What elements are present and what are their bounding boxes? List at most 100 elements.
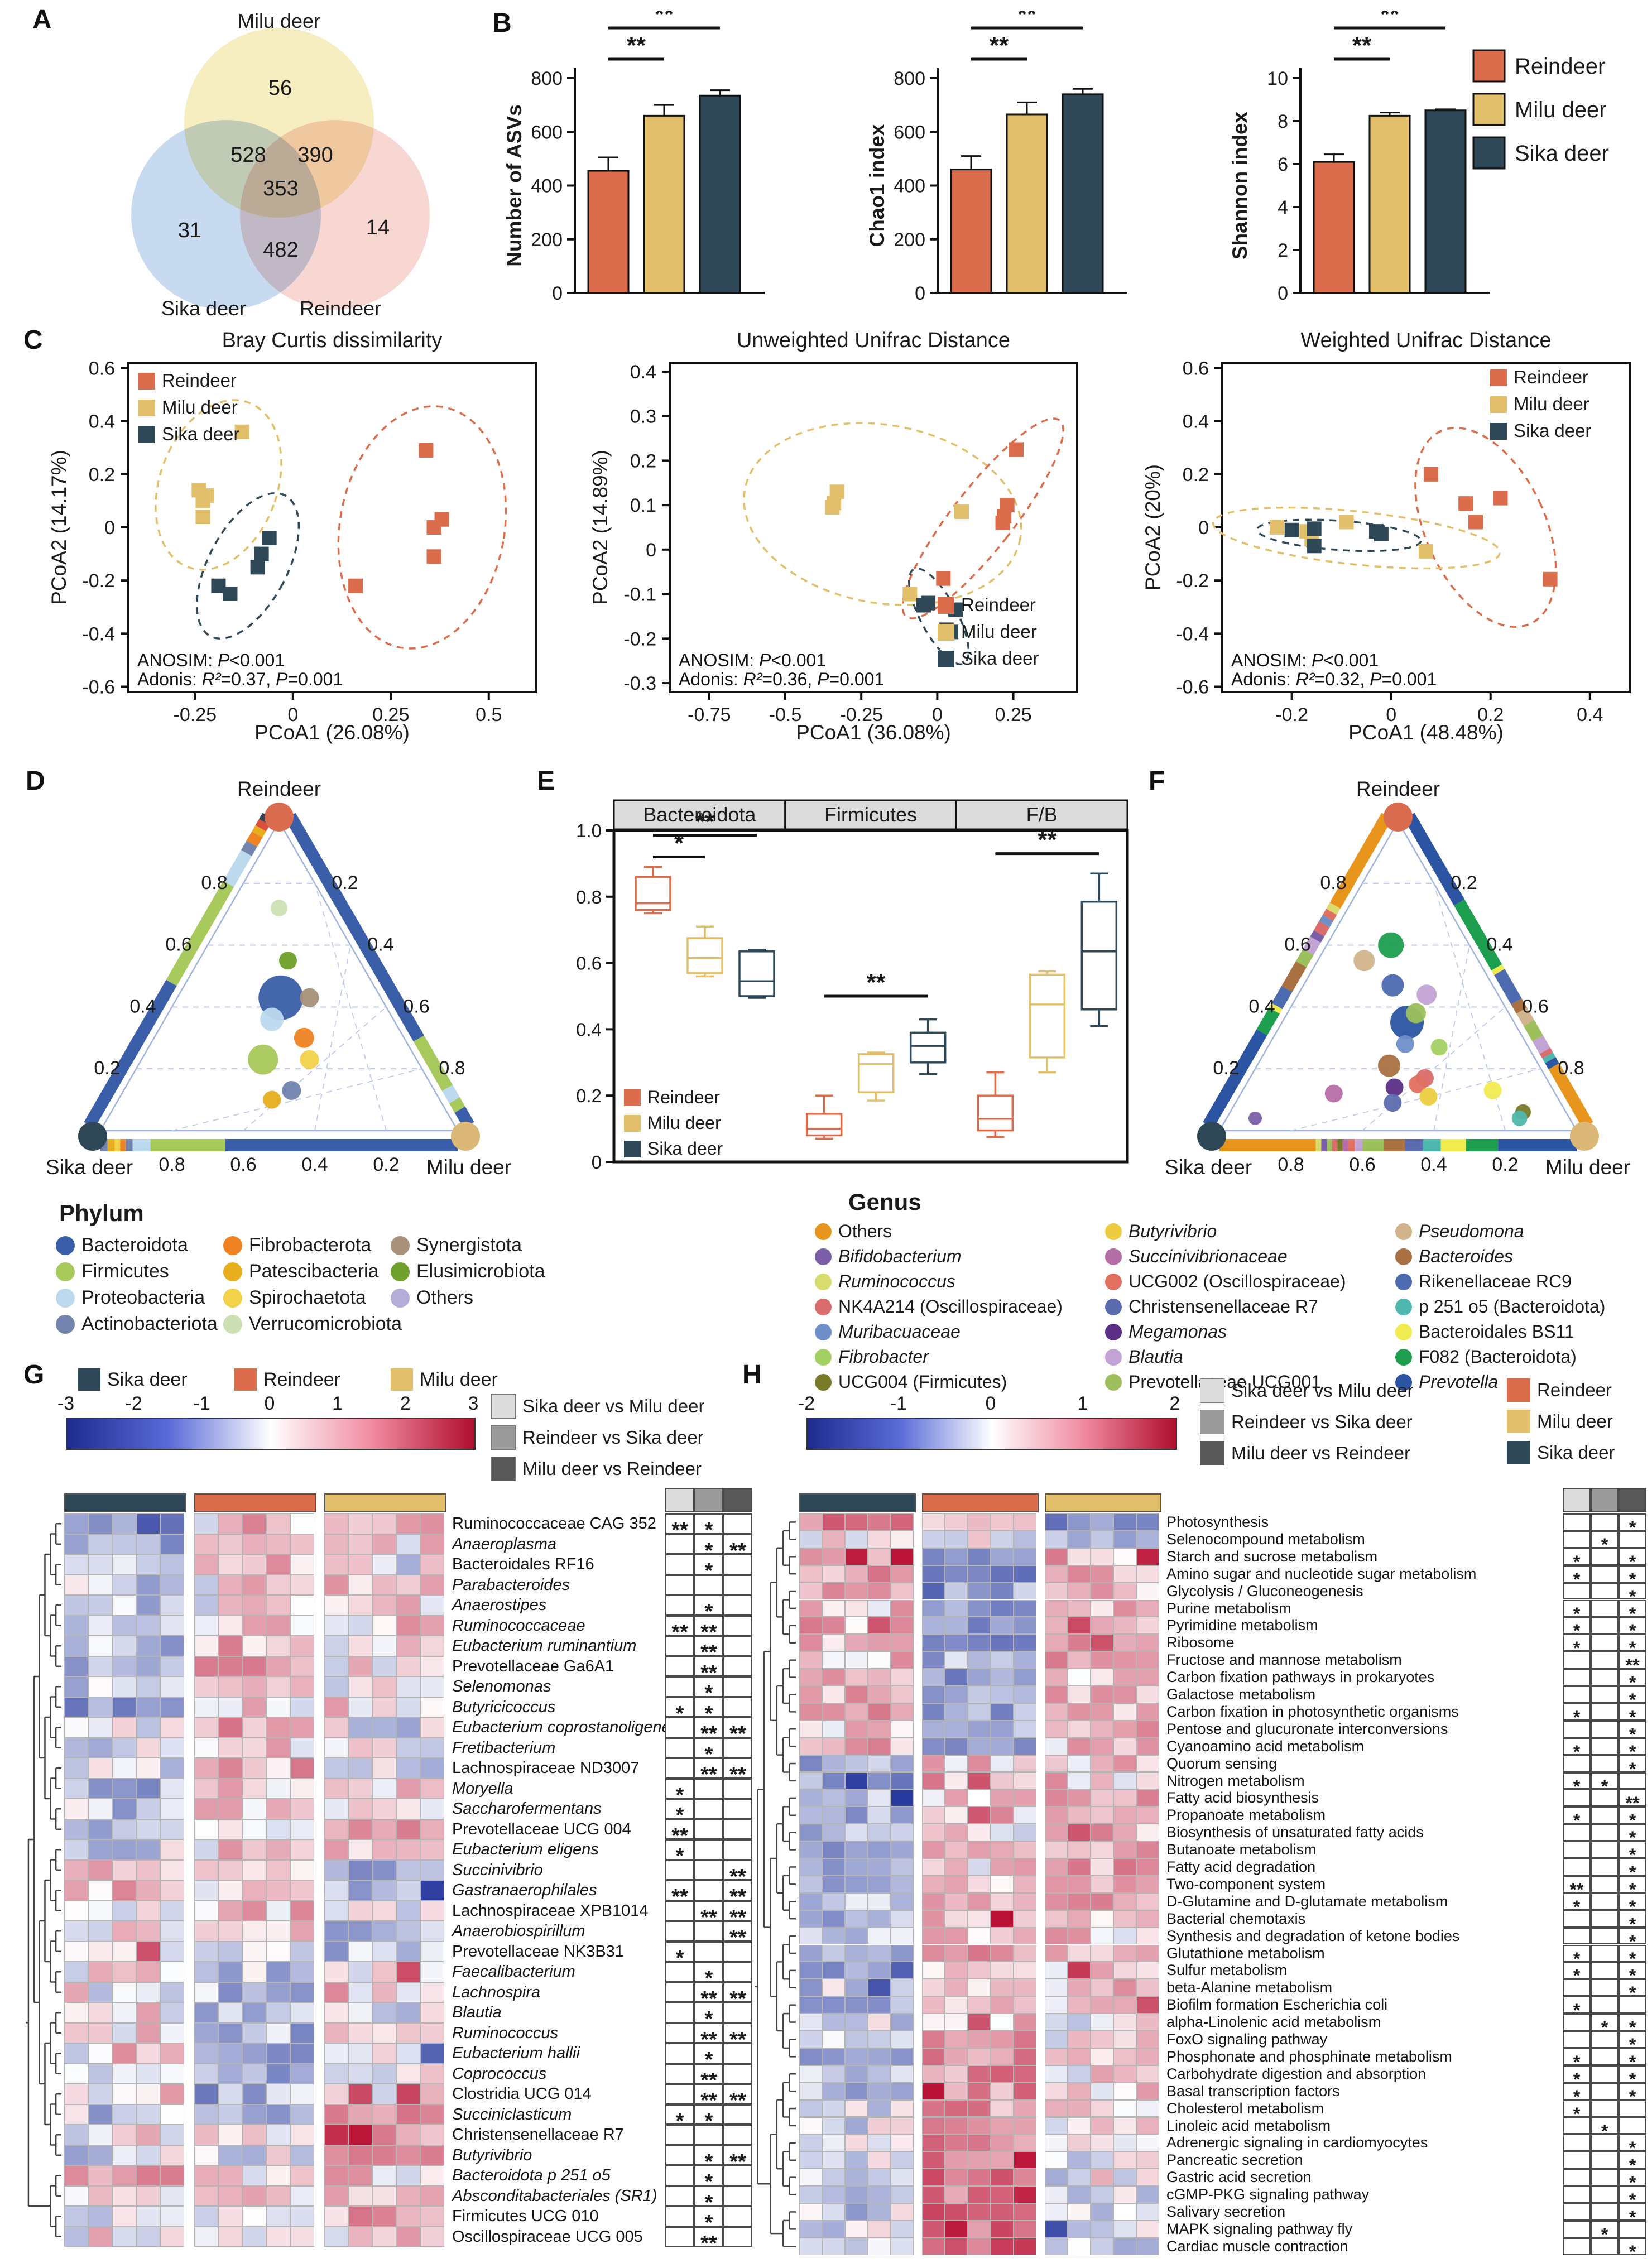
heatmap-cell bbox=[64, 2185, 88, 2206]
phylum-legend-item: Others bbox=[391, 1287, 473, 1309]
heatmap-cell bbox=[945, 1927, 968, 1945]
heatmap-cell bbox=[1068, 2099, 1091, 2117]
tick-left: 0.6 bbox=[1284, 934, 1310, 955]
y-axis-label: PCoA2 (14.17%) bbox=[47, 450, 70, 605]
sig-cell bbox=[723, 2226, 752, 2247]
heatmap-cell bbox=[218, 1900, 242, 1921]
sample-point-sika bbox=[1284, 522, 1299, 537]
heatmap-cell bbox=[88, 1758, 112, 1779]
sig-cell: * bbox=[694, 1513, 723, 1534]
sig-cell: ** bbox=[723, 1880, 752, 1901]
heatmap-cell bbox=[64, 1839, 88, 1860]
heatmap-cell bbox=[868, 2065, 891, 2083]
sig-cell bbox=[723, 1962, 752, 1982]
sig-cell bbox=[665, 2145, 694, 2165]
heatmap-cell bbox=[290, 1717, 314, 1738]
heatmap-cell bbox=[799, 1513, 822, 1531]
sig-cell bbox=[1563, 1686, 1591, 1703]
sig-cell bbox=[1591, 2169, 1619, 2187]
heatmap-cell bbox=[194, 1554, 218, 1575]
heatmap-cell bbox=[845, 2099, 868, 2117]
heatmap-cell bbox=[160, 1778, 184, 1799]
heatmap-cell bbox=[420, 1900, 444, 1921]
heatmap-cell bbox=[991, 1651, 1014, 1669]
heatmap-cell bbox=[991, 1617, 1014, 1635]
group-swatch bbox=[1507, 1378, 1530, 1402]
heatmap-cell bbox=[88, 1595, 112, 1616]
heatmap-cell bbox=[194, 1697, 218, 1717]
heatmap-cell bbox=[1136, 1962, 1159, 1979]
sig-cell: * bbox=[1563, 1565, 1591, 1583]
heatmap-cell bbox=[194, 1859, 218, 1880]
heatmap-cell bbox=[266, 1778, 290, 1799]
heatmap-cell bbox=[868, 2048, 891, 2065]
bar-milu bbox=[1368, 114, 1411, 294]
heatmap-cell bbox=[396, 2084, 420, 2104]
sig-stars: ** bbox=[1352, 32, 1372, 59]
heatmap-cell bbox=[88, 1636, 112, 1656]
heatmap-cell bbox=[991, 2220, 1014, 2238]
heatmap-cell bbox=[1045, 2048, 1068, 2065]
heatmap-cell bbox=[372, 1513, 396, 1534]
heatmap-cell bbox=[242, 1574, 266, 1595]
genus-name: Fibrobacter bbox=[838, 1347, 929, 1367]
heatmap-cell bbox=[64, 2226, 88, 2247]
row-label: Photosynthesis bbox=[1166, 1513, 1269, 1530]
heatmap-cell bbox=[868, 1875, 891, 1893]
heatmap-cell bbox=[822, 1772, 845, 1790]
heatmap-cell bbox=[1068, 1737, 1091, 1755]
heatmap-cell bbox=[88, 1859, 112, 1880]
heatmap-cell bbox=[1068, 1582, 1091, 1600]
heatmap-cell bbox=[822, 2134, 845, 2152]
heatmap-cell bbox=[160, 1859, 184, 1880]
group-label: Sika deer bbox=[1537, 1442, 1615, 1463]
heatmap-cell bbox=[1091, 2048, 1113, 2065]
heatmap-cell bbox=[845, 1927, 868, 1945]
column-group-strip-sika bbox=[64, 1493, 186, 1512]
sig-cell: * bbox=[1563, 1962, 1591, 1979]
heatmap-cell bbox=[799, 2065, 822, 2083]
heatmap-cell bbox=[891, 1703, 914, 1721]
heatmap-cell bbox=[945, 1720, 968, 1738]
row-label: Ruminococcaceae CAG 352 bbox=[452, 1515, 656, 1532]
heatmap-cell bbox=[1113, 2065, 1136, 2083]
heatmap-cell bbox=[922, 1824, 945, 1842]
heatmap-cell bbox=[420, 1880, 444, 1901]
sig-cell: ** bbox=[694, 2063, 723, 2084]
row-label: beta-Alanine metabolism bbox=[1166, 1979, 1333, 1996]
sample-point-milu bbox=[1339, 515, 1354, 530]
heatmap-cell bbox=[868, 2220, 891, 2238]
phylum-color-dot bbox=[223, 1314, 242, 1334]
heatmap-cell bbox=[1136, 1599, 1159, 1617]
edge-bar-segment bbox=[84, 979, 177, 1128]
heatmap-cell bbox=[290, 1656, 314, 1676]
sig-cell bbox=[694, 1880, 723, 1901]
bar-milu bbox=[1006, 113, 1048, 294]
heatmap-cell bbox=[945, 1634, 968, 1652]
sig-cell: * bbox=[694, 1595, 723, 1616]
heatmap-cell bbox=[799, 1944, 822, 1962]
box-milu bbox=[686, 937, 723, 974]
y-tick: 0 bbox=[646, 540, 656, 561]
sig-cell bbox=[1563, 1927, 1591, 1945]
sig-cell: * bbox=[665, 1839, 694, 1860]
row-label: Carbon fixation pathways in prokaryotes bbox=[1166, 1669, 1435, 1686]
group-swatch bbox=[1507, 1410, 1530, 1433]
heatmap-cell bbox=[822, 1703, 845, 1721]
sig-cell bbox=[1591, 1806, 1619, 1824]
legend-swatch-reindeer bbox=[138, 373, 155, 390]
box-milu bbox=[1029, 973, 1066, 1059]
heatmap-cell bbox=[1045, 2082, 1068, 2100]
y-axis-label: Chao1 index bbox=[866, 124, 889, 247]
venn-set-label: Reindeer bbox=[300, 297, 381, 320]
heatmap-cell bbox=[991, 1737, 1014, 1755]
heatmap-cell bbox=[1014, 1530, 1036, 1548]
group-label: Milu deer bbox=[1537, 1411, 1613, 1431]
heatmap-cell bbox=[891, 2220, 914, 2238]
heatmap-cell bbox=[1014, 1651, 1036, 1669]
heatmap-cell bbox=[136, 1737, 160, 1758]
heatmap-cell bbox=[945, 2031, 968, 2048]
legend-label: Reindeer bbox=[647, 1087, 720, 1107]
heatmap-cell bbox=[845, 2220, 868, 2238]
cluster-ellipse-reindeer bbox=[337, 405, 507, 650]
